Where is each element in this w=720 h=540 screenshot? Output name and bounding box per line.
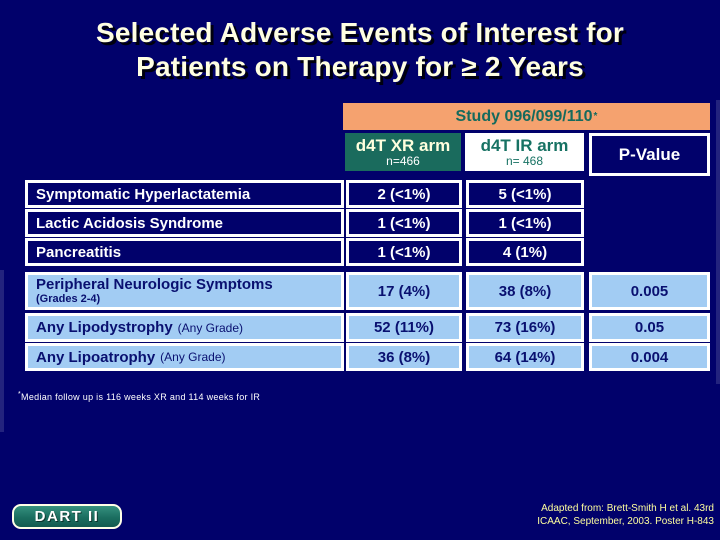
row-label-any-lipoatrophy: Any Lipoatrophy (Any Grade) [25,343,344,371]
cell-xr-value: 1 (<1%) [346,209,462,237]
row-label-symptomatic-hyperlactatemia: Symptomatic Hyperlactatemia [25,180,344,208]
column-header-p-value: P-Value [589,133,710,176]
footnote-text: Median follow up is 116 weeks XR and 114… [21,392,261,402]
attribution-line2: ICAAC, September, 2003. Poster H-843 [537,516,714,527]
cell-ir-value: 5 (<1%) [466,180,584,208]
row-label-main: Any Lipodystrophy [36,319,173,336]
cell-xr-value: 36 (8%) [346,343,462,371]
attribution-line1: Adapted from: Brett-Smith H et al. 43rd [541,503,714,514]
cell-ir-value: 1 (<1%) [466,209,584,237]
slide-title-line1: Selected Adverse Events of Interest for [95,17,625,48]
attribution: Adapted from: Brett-Smith H et al. 43rd … [537,502,714,528]
study-header-band: Study 096/099/110 * [343,103,710,130]
footnote-asterisk: * [18,391,22,398]
column-header-d4t-xr-arm: d4T XR arm n=466 [345,133,461,171]
cell-xr-value: 17 (4%) [346,272,462,310]
row-label-any-grade: (Any Grade) [177,320,244,335]
dart-ii-button[interactable]: DART II [12,504,122,529]
cell-p-value: 0.004 [589,343,710,371]
cell-ir-value: 38 (8%) [466,272,584,310]
cell-ir-value: 64 (14%) [466,343,584,371]
edge-highlight-left [0,270,4,432]
cell-p-value: 0.05 [589,313,710,342]
row-label-lactic-acidosis-syndrome: Lactic Acidosis Syndrome [25,209,344,237]
row-label-peripheral-neurologic-symptoms: Peripheral Neurologic Symptoms (Grades 2… [25,272,344,310]
study-header-text: Study 096/099/110 [455,107,593,125]
study-header-asterisk: * [593,111,598,122]
cell-xr-value: 2 (<1%) [346,180,462,208]
column-header-n: n=466 [386,154,420,168]
column-header-label: d4T IR arm [480,136,569,155]
row-label-any-lipodystrophy: Any Lipodystrophy (Any Grade) [25,313,344,342]
column-header-n: n= 468 [505,154,544,168]
row-label-any-grade: (Any Grade) [160,350,226,364]
edge-highlight-right [716,100,720,384]
cell-xr-value: 52 (11%) [346,313,462,342]
slide-title: Selected Adverse Events of Interest for … [10,16,710,84]
slide-title-line2: Patients on Therapy for ≥ 2 Years [136,51,584,82]
cell-p-value: 0.005 [589,272,710,310]
row-label-grades: (Grades 2-4) [36,293,101,305]
footnote: *Median follow up is 116 weeks XR and 11… [18,391,260,402]
cell-ir-value: 73 (16%) [466,313,584,342]
row-label-pancreatitis: Pancreatitis [25,238,344,266]
row-label-main: Peripheral Neurologic Symptoms [36,276,273,293]
column-header-d4t-ir-arm: d4T IR arm n= 468 [465,133,584,171]
cell-ir-value: 4 (1%) [466,238,584,266]
row-label-main: Any Lipoatrophy [36,348,156,366]
cell-xr-value: 1 (<1%) [346,238,462,266]
column-header-label: d4T XR arm [355,136,451,155]
